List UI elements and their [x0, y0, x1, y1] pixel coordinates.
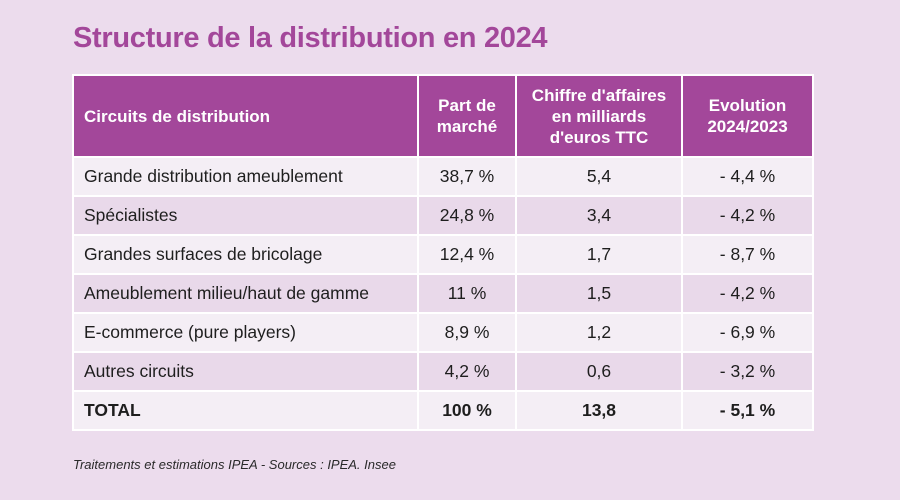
value-cell: 3,4 [515, 195, 683, 236]
value-cell: 38,7 % [417, 156, 517, 197]
chart-title: Structure de la distribution en 2024 [73, 22, 548, 54]
value-cell: - 5,1 % [681, 390, 814, 431]
header-cell: Circuits de distribution [72, 74, 419, 158]
circuit-name-cell: Spécialistes [72, 195, 419, 236]
value-cell: 13,8 [515, 390, 683, 431]
circuit-name-cell: Autres circuits [72, 351, 419, 392]
table-row: Spécialistes 24,8 % 3,4- 4,2 % [72, 195, 814, 236]
value-cell: - 4,2 % [681, 273, 814, 314]
value-cell: - 4,2 % [681, 195, 814, 236]
header-cell: Evolution 2024/2023 [681, 74, 814, 158]
header-cell: Part de marché [417, 74, 517, 158]
circuit-name-cell: E-commerce (pure players) [72, 312, 419, 353]
circuit-name-cell: Grandes surfaces de bricolage [72, 234, 419, 275]
value-cell: 11 % [417, 273, 517, 314]
value-cell: - 3,2 % [681, 351, 814, 392]
distribution-table: Circuits de distribution Part de marché … [72, 74, 814, 431]
value-cell: 12,4 % [417, 234, 517, 275]
value-cell: 100 % [417, 390, 517, 431]
table-row: Autres circuits 4,2 % 0,6- 3,2 % [72, 351, 814, 392]
table-row: Grande distribution ameublement 38,7 % 5,4… [72, 156, 814, 197]
total-row: TOTAL 100 % 13,8- 5,1 % [72, 390, 814, 431]
header-row: Circuits de distribution Part de marché … [72, 74, 814, 158]
table-row: Grandes surfaces de bricolage 12,4 % 1,7- … [72, 234, 814, 275]
value-cell: 8,9 % [417, 312, 517, 353]
source-note: Traitements et estimations IPEA - Source… [73, 457, 396, 472]
value-cell: 5,4 [515, 156, 683, 197]
value-cell: 4,2 % [417, 351, 517, 392]
header-cell: Chiffre d'affaires en milliards d'euros … [515, 74, 683, 158]
value-cell: - 4,4 % [681, 156, 814, 197]
table-header: Circuits de distribution Part de marché … [72, 74, 814, 158]
circuit-name-cell: Ameublement milieu/haut de gamme [72, 273, 419, 314]
circuit-name-cell: Grande distribution ameublement [72, 156, 419, 197]
value-cell: 24,8 % [417, 195, 517, 236]
value-cell: 1,2 [515, 312, 683, 353]
value-cell: - 8,7 % [681, 234, 814, 275]
value-cell: 0,6 [515, 351, 683, 392]
table-row: E-commerce (pure players) 8,9 % 1,2- 6,9 % [72, 312, 814, 353]
table-body: Grande distribution ameublement 38,7 % 5,4… [72, 156, 814, 431]
table-row: Ameublement milieu/haut de gamme 11 % 1,5-… [72, 273, 814, 314]
value-cell: 1,7 [515, 234, 683, 275]
value-cell: - 6,9 % [681, 312, 814, 353]
value-cell: 1,5 [515, 273, 683, 314]
circuit-name-cell: TOTAL [72, 390, 419, 431]
